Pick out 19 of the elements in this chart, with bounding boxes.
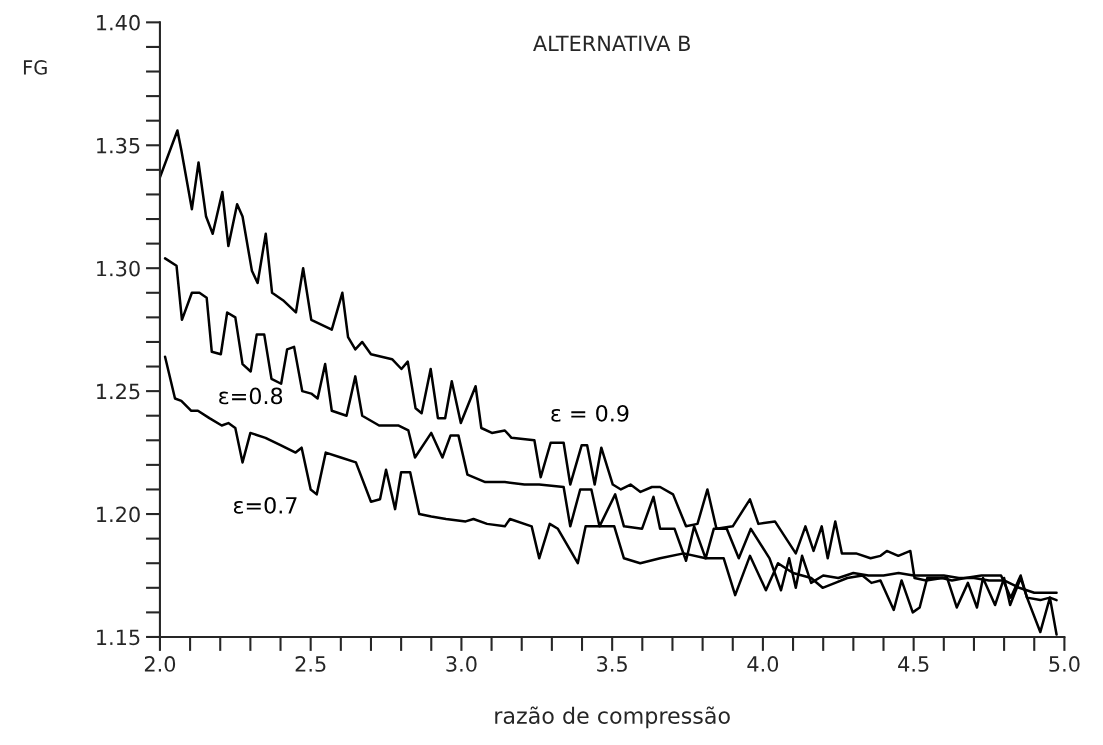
y-tick-label: 1.30 bbox=[97, 260, 140, 277]
y-tick-label: 1.40 bbox=[97, 14, 140, 31]
x-tick-label: 4.0 bbox=[747, 656, 779, 672]
x-tick-label: 2.5 bbox=[295, 656, 326, 672]
series-label: ε = 0.9 bbox=[551, 404, 629, 422]
x-tick-label: 4.5 bbox=[898, 656, 929, 672]
text: ALTERNATIVA B bbox=[533, 35, 690, 51]
y-axis-title: FG bbox=[23, 60, 47, 75]
x-tick-label: 2.0 bbox=[144, 656, 176, 672]
y-tick-label: 1.25 bbox=[97, 383, 140, 400]
x-axis-title: razão de compressão bbox=[495, 706, 730, 729]
y-tick-label: 1.15 bbox=[97, 629, 140, 646]
y-tick-label: 1.20 bbox=[97, 506, 140, 523]
series-label: ε=0.7 bbox=[233, 496, 297, 514]
x-tick-label: 5.0 bbox=[1049, 656, 1080, 672]
x-tick-label: 3.0 bbox=[446, 656, 477, 672]
series-label: ε=0.8 bbox=[219, 387, 283, 405]
x-tick-label: 3.5 bbox=[597, 656, 627, 672]
y-tick-label: 1.35 bbox=[97, 137, 140, 154]
